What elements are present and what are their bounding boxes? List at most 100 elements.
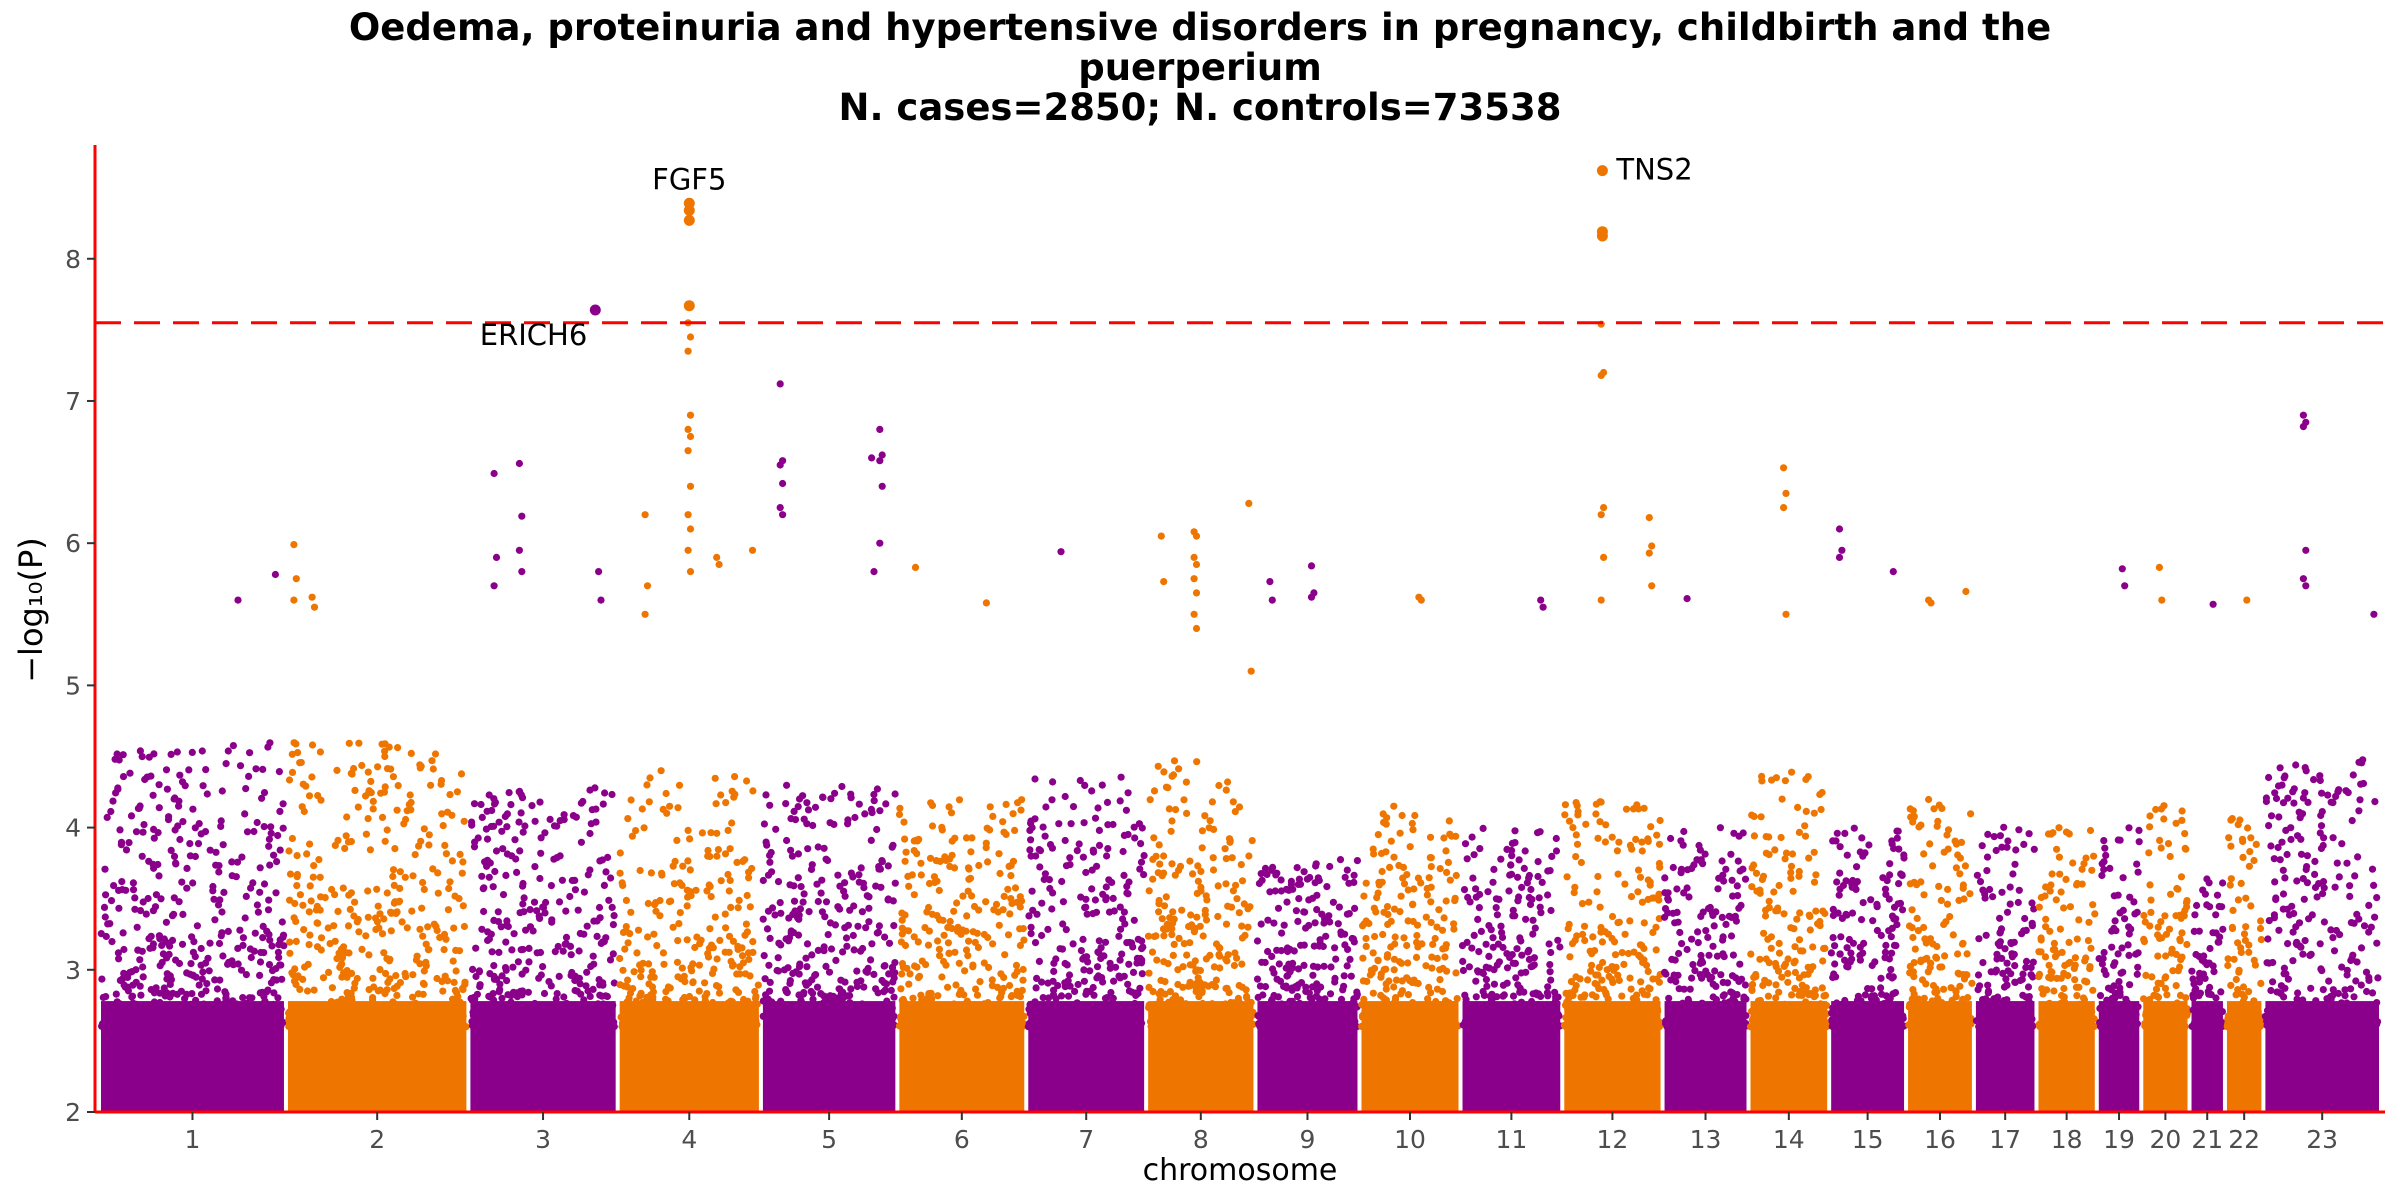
snp-point <box>486 970 494 978</box>
snp-point <box>1534 1000 1542 1009</box>
snp-point <box>343 967 351 975</box>
snp-point <box>1565 920 1573 929</box>
snp-point <box>803 963 811 971</box>
snp-point <box>407 1004 415 1012</box>
snp-point <box>818 876 826 884</box>
snp-point <box>899 963 907 971</box>
snp-point <box>879 1017 887 1025</box>
snp-point <box>988 1004 996 1012</box>
snp-point <box>790 807 798 816</box>
snp-point <box>1169 1011 1177 1019</box>
snp-point <box>1210 963 1218 971</box>
snp-point <box>880 988 888 996</box>
snp-point <box>1796 909 1804 917</box>
snp-point <box>884 862 892 870</box>
snp-point <box>393 1020 401 1028</box>
snp-point <box>173 748 181 756</box>
snp-point <box>1044 979 1052 987</box>
snp-point <box>1506 1015 1514 1023</box>
snp-point <box>142 910 150 918</box>
snp-point <box>1253 975 1262 983</box>
snp-point <box>1694 928 1702 936</box>
snp-point <box>1377 973 1385 981</box>
snp-point <box>275 768 283 776</box>
snp-point <box>443 808 452 816</box>
snp-point <box>1499 943 1507 952</box>
snp-point <box>213 985 222 993</box>
snp-point <box>496 986 504 994</box>
snp-point <box>548 918 556 926</box>
snp-point <box>387 765 395 773</box>
snp-point <box>291 899 299 908</box>
snp-point <box>905 980 913 988</box>
snp-point <box>1476 845 1484 853</box>
snp-point <box>1720 999 1729 1007</box>
snp-point <box>745 949 753 957</box>
snp-point <box>1728 876 1736 884</box>
snp-point <box>889 968 897 976</box>
snp-point <box>150 989 158 997</box>
snp-point <box>1331 944 1339 952</box>
snp-point <box>1299 1014 1307 1023</box>
snp-point <box>898 996 906 1004</box>
snp-point <box>1512 974 1520 982</box>
snp-point <box>294 749 302 757</box>
snp-point <box>1433 954 1441 963</box>
snp-point <box>554 942 562 951</box>
snp-point <box>512 855 520 863</box>
snp-point <box>427 781 435 789</box>
snp-point <box>453 788 461 796</box>
snp-point <box>409 993 417 1001</box>
snp-point <box>551 1020 559 1028</box>
snp-point <box>827 945 836 953</box>
snp-point <box>968 834 976 842</box>
snp-point <box>1176 862 1185 871</box>
snp-point <box>420 1016 428 1024</box>
snp-point <box>579 797 587 806</box>
snp-point <box>1653 831 1661 839</box>
snp-point <box>502 921 511 930</box>
snp-point <box>562 933 571 942</box>
snp-point <box>485 873 493 881</box>
snp-point <box>333 998 341 1006</box>
snp-point <box>1123 939 1131 947</box>
snp-point <box>1124 890 1132 898</box>
snp-point <box>660 960 668 968</box>
snp-point <box>1597 923 1605 932</box>
snp-point <box>745 955 753 964</box>
snp-point <box>285 847 293 855</box>
snp-point <box>934 937 942 945</box>
snp-point <box>601 1001 609 1009</box>
snp-point <box>713 852 721 860</box>
snp-point <box>1084 958 1092 966</box>
snp-point <box>1052 1017 1060 1025</box>
snp-point <box>586 1022 595 1030</box>
snp-point <box>176 835 184 844</box>
snp-point <box>1257 920 1265 928</box>
snp-point <box>390 984 398 993</box>
snp-point <box>955 796 964 804</box>
snp-point <box>847 869 856 877</box>
snp-point <box>137 991 145 999</box>
snp-point <box>398 918 406 926</box>
snp-point <box>1102 894 1110 902</box>
snp-point <box>1340 972 1348 980</box>
snp-point <box>265 835 273 843</box>
snp-point <box>1638 838 1646 846</box>
snp-point <box>1238 983 1246 991</box>
snp-point <box>1620 960 1628 969</box>
snp-point <box>1768 776 1776 784</box>
snp-point <box>689 979 697 987</box>
snp-point <box>1223 957 1231 965</box>
snp-point <box>217 817 225 825</box>
snp-point <box>1403 871 1411 879</box>
snp-point <box>1343 910 1351 918</box>
snp-point <box>394 744 402 752</box>
snp-point <box>1189 870 1197 878</box>
snp-point <box>608 903 616 912</box>
snp-point <box>616 954 624 963</box>
snp-point <box>929 1021 937 1029</box>
snp-point <box>1566 953 1574 961</box>
snp-point <box>687 964 695 972</box>
snp-point <box>165 813 173 821</box>
